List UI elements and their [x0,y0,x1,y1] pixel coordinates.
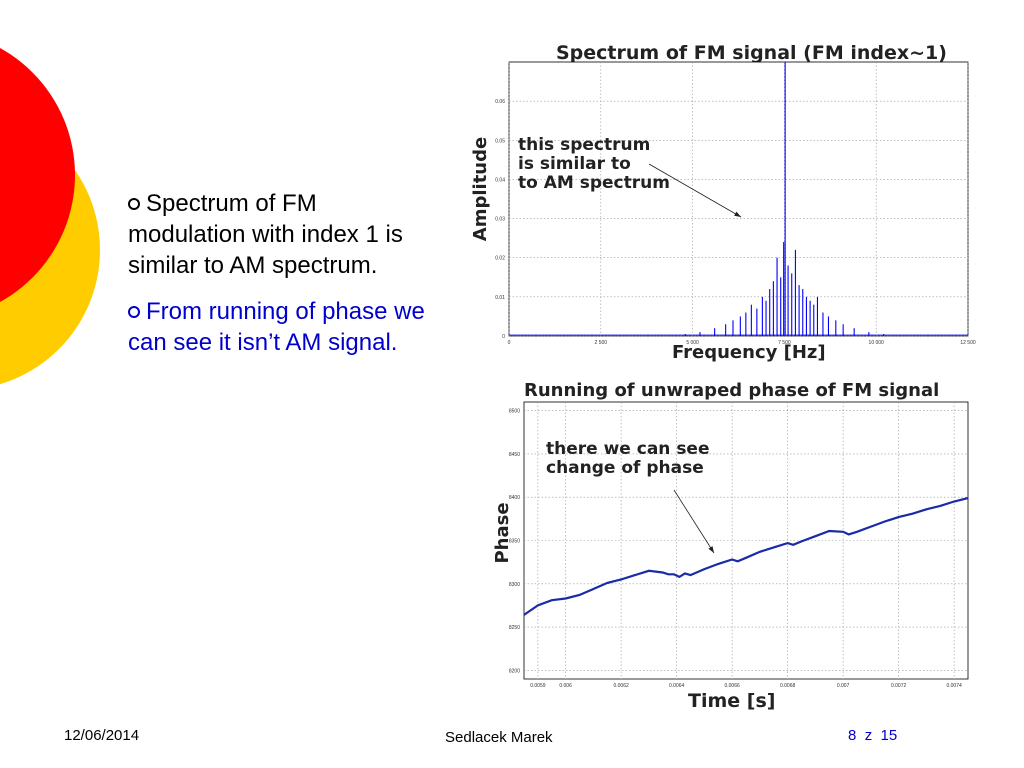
phase-point [800,540,803,542]
phase-point [773,546,775,549]
phase-point [953,500,955,503]
bullet-marker-icon [128,198,140,210]
red-circle [0,48,75,302]
y-axis-label: Amplitude [470,136,491,242]
phase-point [898,516,900,518]
phase-point [551,599,553,601]
bullet-item: Spectrum of FM modulation with index 1 i… [128,188,428,281]
x-axis-label: Frequency [Hz] [672,342,826,363]
y-tick-label: 8300 [509,582,520,588]
y-tick-label: 0.01 [495,295,505,301]
phase-point [759,551,761,553]
phase-point [673,573,675,575]
phase-point [620,578,622,581]
x-tick-label: 0.007 [837,683,850,689]
page-current: 8 [848,727,857,744]
phase-point [925,508,927,510]
phase-point [717,563,719,565]
footer-date: 12/06/2014 [64,727,140,744]
x-tick-label: 0 [508,340,511,346]
y-tick-label: 8450 [509,452,520,458]
y-tick-label: 0.03 [495,217,505,223]
phase-point [884,520,886,523]
y-tick-label: 0.06 [495,99,505,105]
x-tick-label: 0.0072 [891,683,907,689]
phase-point [678,576,680,578]
phase-point [967,497,969,499]
page-number: 8 z 15 [848,727,897,744]
x-tick-label: 0.0066 [724,683,740,689]
phase-point [667,573,669,575]
x-tick-label: 0.0074 [946,683,962,689]
phase-point [523,614,525,616]
phase-point [648,570,650,572]
chart-title: Running of unwraped phase of FM signal [524,380,940,401]
phase-point [848,533,850,536]
phase-point [814,535,816,537]
x-tick-label: 0.0062 [613,683,629,689]
x-tick-label: 0.0059 [530,683,546,689]
phase-point [606,582,608,584]
y-tick-label: 8500 [509,409,520,415]
phase-point [856,531,858,533]
y-tick-label: 0.04 [495,177,505,183]
phase-point [703,568,705,570]
phase-point [911,513,914,515]
bullet-list: Spectrum of FM modulation with index 1 i… [128,188,428,373]
x-tick-label: 0.0064 [669,683,685,689]
page-separator: z [864,727,873,744]
bullet-item: From running of phase we can see it isn’… [128,296,428,358]
phase-point [592,588,594,590]
x-axis-label: Time [s] [688,690,776,712]
y-tick-label: 0 [502,334,505,340]
chart-annotation: this spectrum is similar to to AM spectr… [518,135,670,193]
y-tick-label: 8400 [509,495,520,501]
y-tick-label: 8250 [509,625,520,631]
phase-point [684,572,686,574]
y-tick-label: 8200 [509,668,520,674]
annotation-arrow [648,163,742,218]
phase-point [870,526,872,528]
x-tick-label: 10 000 [869,340,885,346]
phase-point [792,544,794,546]
annotation-arrowhead [708,546,714,553]
bullet-text: Spectrum of FM modulation with index 1 i… [128,190,403,279]
bullet-marker-icon [128,306,140,318]
phase-point [662,571,664,574]
phase-point [731,558,733,561]
phase-point [737,560,739,562]
chart-annotation: there we can see change of phase [546,439,710,478]
y-tick-label: 0.05 [495,138,505,144]
phase-point [537,604,539,607]
plot-area [508,61,969,337]
phase-point [745,557,747,559]
x-tick-label: 12 500 [960,340,976,346]
x-tick-label: 5 000 [686,340,699,346]
phase-point [565,597,567,600]
bullet-text: From running of phase we can see it isn’… [128,298,425,356]
x-tick-label: 0.006 [559,683,572,689]
chart-title: Spectrum of FM signal (FM index~1) [556,42,947,64]
phase-point [689,574,692,576]
annotation-arrow [673,489,715,554]
phase-point [842,531,844,533]
spectrum-plot: 0 0.01 0.02 0.03 0.04 0.05 0.06 0 2 500 5 000 7 50… [495,61,976,346]
x-tick-label: 2 500 [595,340,608,346]
y-axis-label: Phase [492,502,513,564]
phase-point [578,594,581,596]
phase-point [939,505,941,507]
x-tick-label: 0.0068 [780,683,796,689]
phase-point [634,574,636,576]
phase-plot: 8200 8250 8300 8350 8400 8450 8500 0.0059 0.006 0… [509,401,969,689]
y-tick-label: 0.02 [495,256,505,262]
footer-author: Sedlacek Marek [445,729,553,746]
y-tick-label: 8350 [509,539,520,545]
annotation-arrowhead [734,211,741,217]
decorative-circles [0,48,100,385]
page-total: 15 [880,727,898,744]
phase-point [787,542,789,544]
phase-point [828,530,830,532]
x-tick-label: 7 500 [778,340,791,346]
